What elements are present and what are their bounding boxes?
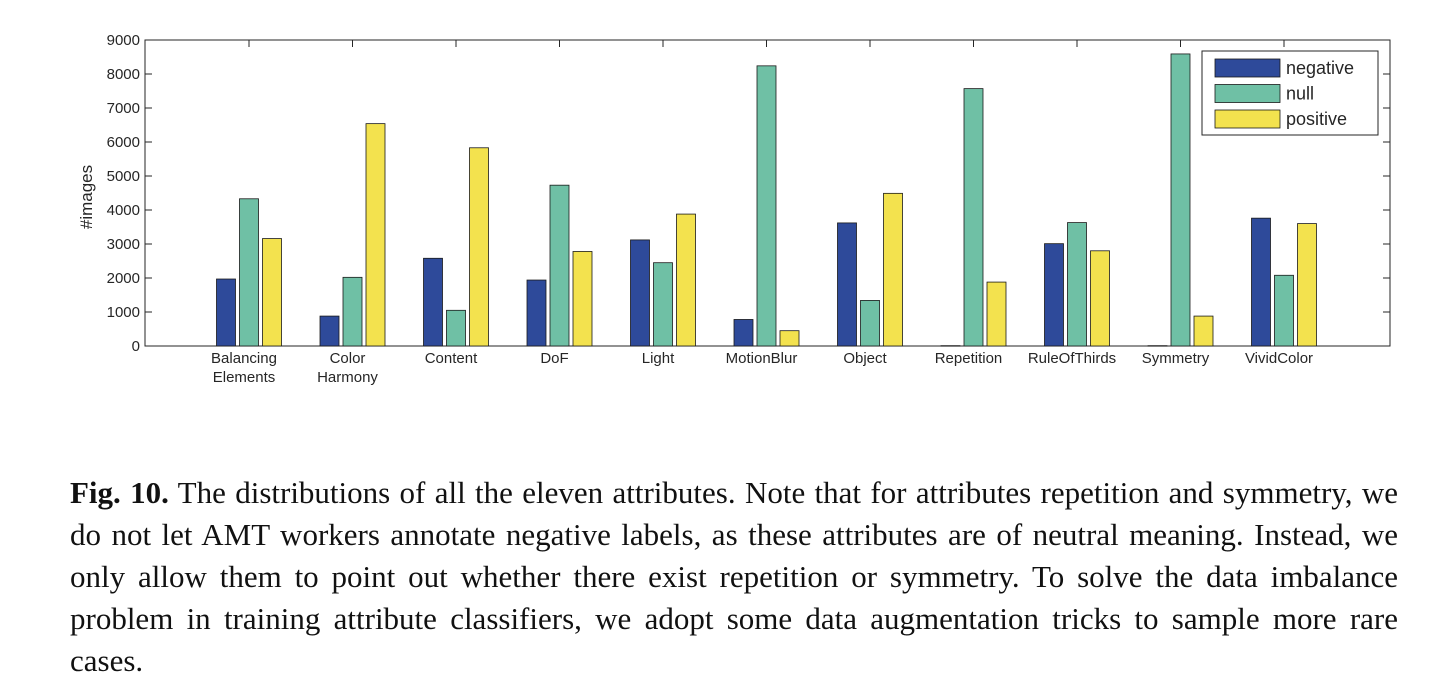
legend-label-positive: positive [1286,109,1347,129]
figure-caption: Fig. 10. The distributions of all the el… [70,472,1398,682]
x-tick-label: Symmetry [1142,350,1210,367]
bar-negative [630,239,650,347]
bar-null [860,300,880,347]
x-tick-label: Repetition [935,350,1003,367]
y-tick-label: 3000 [107,236,140,253]
y-tick-label: 0 [132,338,140,355]
bar-null [1067,222,1087,347]
bar-negative [1251,217,1271,347]
bar-negative [1147,345,1168,347]
legend-swatch-positive [1214,109,1281,129]
bar-null [653,262,673,347]
bar-positive [262,238,282,347]
bar-negative [733,319,754,347]
legend-swatch-null [1214,84,1281,103]
y-axis-label: #images [77,165,96,229]
x-tick-label: Harmony [317,369,378,386]
bar-negative [526,279,547,347]
bar-positive [676,213,696,347]
bar-positive [779,330,800,347]
legend-label-negative: negative [1286,58,1354,78]
x-tick-label: Light [642,350,675,367]
bar-positive [365,123,386,347]
bar-negative [216,278,236,347]
y-tick-label: 5000 [107,168,140,185]
bar-negative [423,257,443,347]
y-tick-label: 8000 [107,66,140,83]
y-tick-label: 4000 [107,202,140,219]
bar-positive [986,281,1007,347]
bar-positive [1297,223,1317,347]
y-tick-label: 9000 [107,32,140,49]
bar-positive [883,192,903,347]
bar-null [1170,53,1191,347]
x-tick-label: DoF [540,350,568,367]
y-tick-label: 1000 [107,304,140,321]
bar-negative [319,315,340,347]
bar-null [756,65,777,347]
x-tick-label: Elements [213,369,276,386]
bar-null [963,88,984,347]
x-tick-label: Balancing [211,350,277,367]
x-tick-label: Color [330,350,366,367]
x-tick-label: MotionBlur [726,350,798,367]
bar-positive [1193,315,1214,347]
legend-swatch-negative [1214,58,1281,78]
caption-text: The distributions of all the eleven attr… [70,475,1398,678]
bar-positive [469,147,489,347]
y-tick-label: 6000 [107,134,140,151]
figure-label: Fig. 10. [70,475,169,510]
x-tick-label: Content [425,350,478,367]
bar-positive [572,251,593,347]
bar-null [549,184,570,347]
bar-negative [837,222,857,347]
bar-positive [1090,250,1110,347]
bar-null [446,309,466,347]
bar-null [1274,274,1294,347]
bar-null [239,198,259,347]
bar-chart: 0 1000 2000 3000 4000 5000 6000 7000 8000 9000 #im… [77,32,1391,386]
bar-negative [940,345,961,347]
legend-label-null: null [1286,84,1314,104]
x-tick-label: VividColor [1245,350,1313,367]
y-tick-label: 7000 [107,100,140,117]
bar-null [342,276,363,347]
x-tick-label: Object [843,350,887,367]
bar-negative [1044,243,1064,347]
x-tick-label: RuleOfThirds [1028,350,1116,367]
y-tick-label: 2000 [107,270,140,287]
